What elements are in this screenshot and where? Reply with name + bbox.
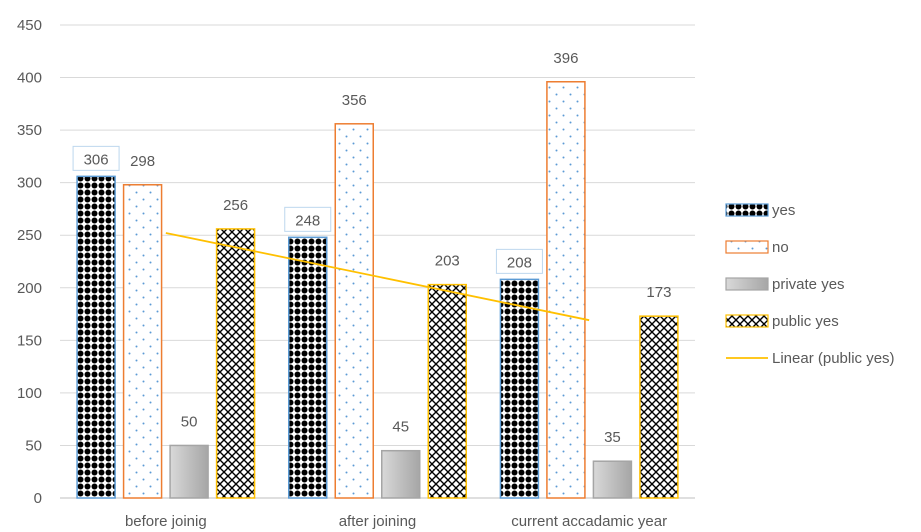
gridlines [60,24,695,499]
x-tick-label: current accadamic year [511,513,667,530]
data-label: 50 [181,413,198,430]
y-tick-label: 0 [34,490,42,507]
data-label-box [72,145,120,171]
y-tick-label: 400 [17,70,42,87]
legend-label: no [772,239,789,256]
legend-label: private yes [772,276,845,293]
data-label: 173 [646,284,671,301]
legend-swatch [725,314,769,328]
data-label: 356 [342,92,367,109]
data-label-box [284,206,332,232]
data-labels: 306 298 50 256 248 356 45 203 208 396 35 173 [72,50,671,446]
trendline [165,232,590,322]
bar [76,175,116,499]
legend-label: Linear (public yes) [772,350,895,367]
bar [546,81,586,499]
x-tick-label: before joinig [125,513,207,530]
bars [76,81,679,499]
y-tick-label: 350 [17,122,42,139]
legend-swatch [725,240,769,254]
bar [639,315,679,499]
y-tick-label: 300 [17,175,42,192]
bar [499,278,540,499]
y-axis: 0 50 100 150 200 250 300 350 400 450 [17,17,42,507]
y-tick-label: 100 [17,385,42,402]
legend-label: yes [772,202,795,219]
data-label-box [495,248,543,274]
data-label: 248 [295,212,320,229]
data-label: 298 [130,153,155,170]
bar [169,444,209,499]
data-label: 45 [392,419,409,436]
bar [215,228,256,499]
bar [288,236,328,499]
y-tick-label: 450 [17,17,42,34]
bar [592,460,633,499]
bar [122,184,163,499]
trendline-public-yes [165,232,590,322]
data-label: 35 [604,429,621,446]
data-label: 396 [553,50,578,67]
legend: yes no private yes public yes Linear (public… [725,202,895,367]
y-tick-label: 50 [25,437,42,454]
x-tick-label: after joining [339,513,417,530]
data-label: 306 [84,151,109,168]
x-axis: before joinig after joining current accada… [125,513,667,530]
data-label: 256 [223,197,248,214]
y-tick-label: 200 [17,280,42,297]
bar [381,449,421,499]
legend-label: public yes [772,313,839,330]
bar [427,283,467,499]
data-label: 203 [435,253,460,270]
data-label: 208 [507,254,532,271]
legend-swatch [725,203,769,217]
y-tick-label: 150 [17,332,42,349]
legend-swatch [725,277,769,291]
bar [334,123,374,499]
y-tick-label: 250 [17,227,42,244]
